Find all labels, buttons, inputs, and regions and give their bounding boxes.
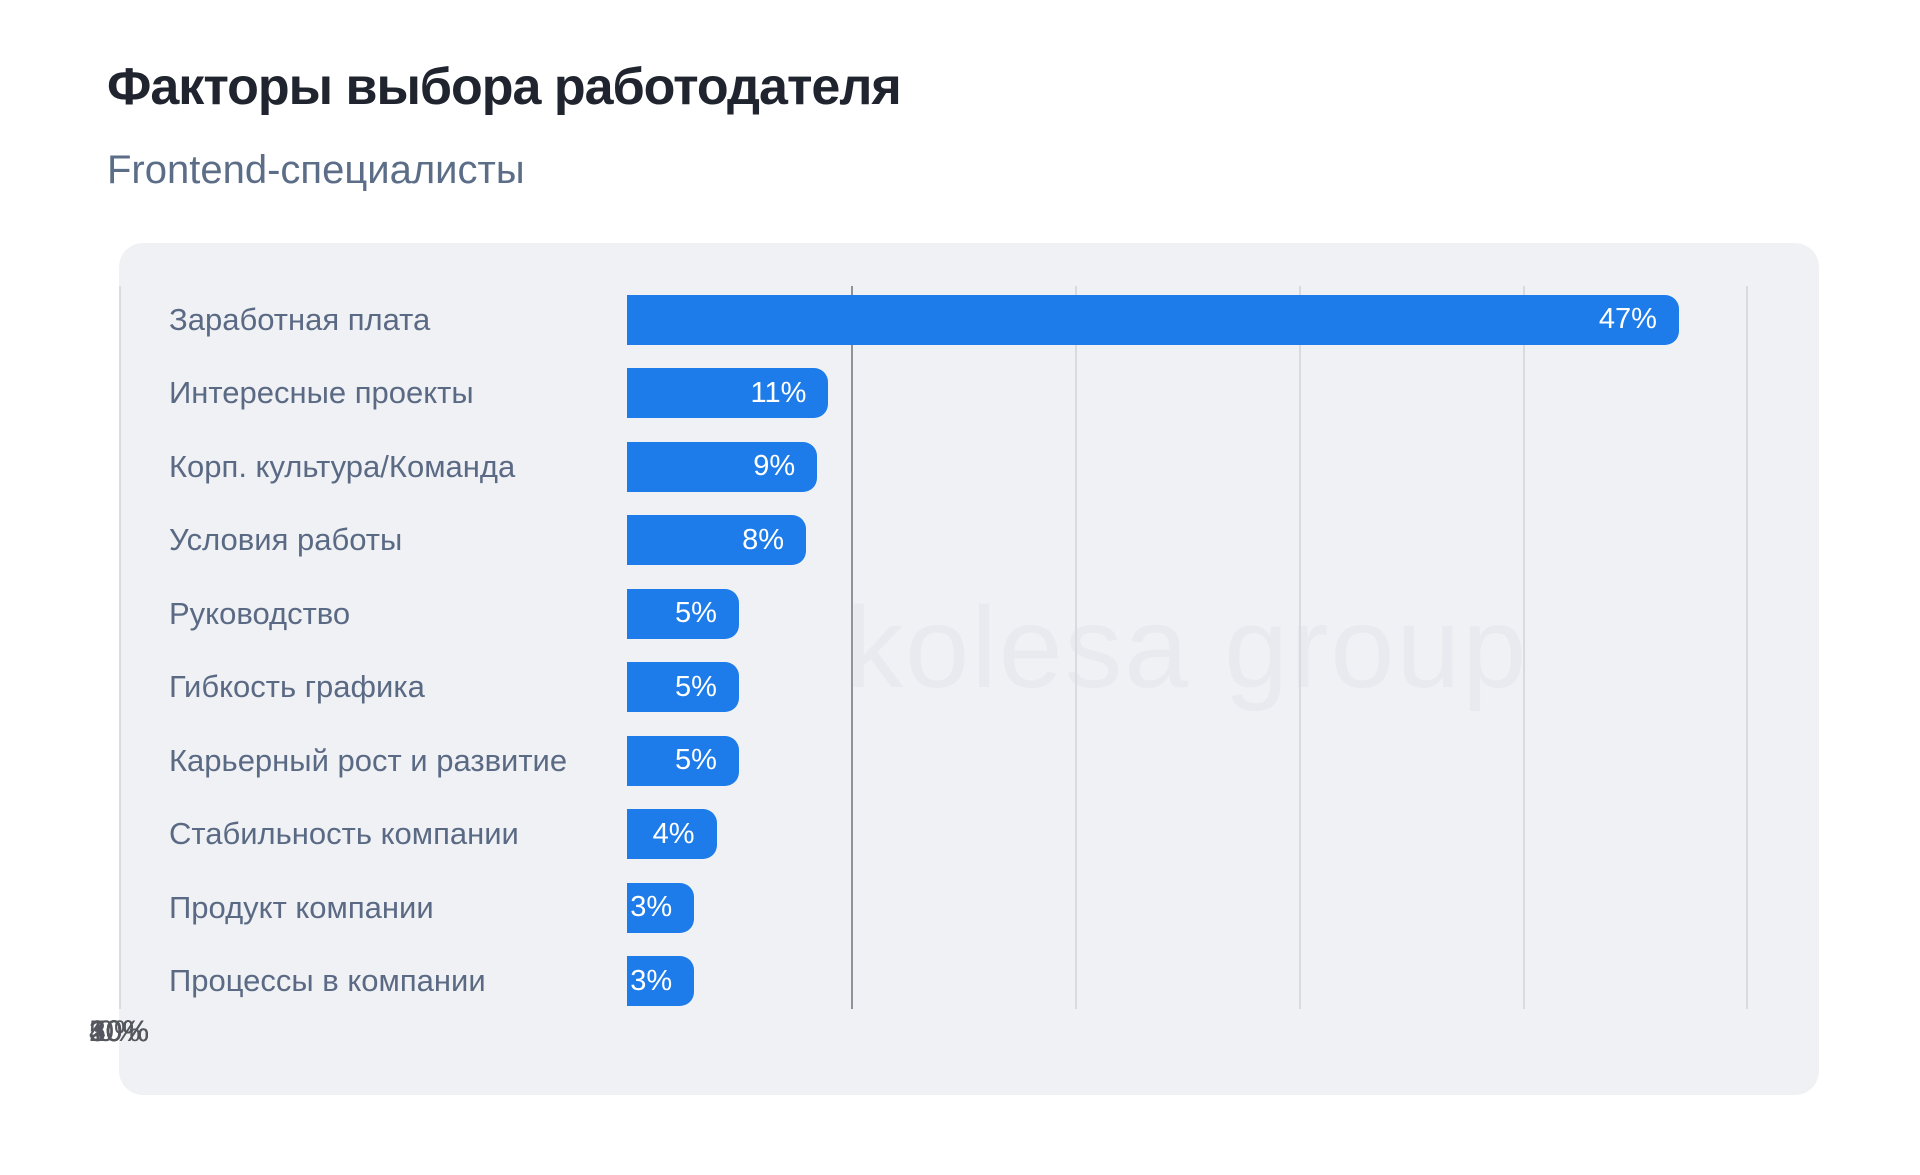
gridline-40pct [1746, 286, 1748, 1009]
gridline-20pct [1299, 286, 1301, 1009]
x-tick-label: 30% [88, 1015, 150, 1048]
chart-panel: kolesa group Заработная плата 47% Интере… [89, 243, 1819, 1095]
gridline-10pct [1075, 286, 1077, 1009]
bar-value-label: 5% [674, 670, 717, 703]
bar-value-label: 4% [652, 817, 695, 850]
bar-track: 5% [627, 724, 1746, 798]
bar-track: 3% [627, 945, 1746, 1019]
bar-value-label: 5% [674, 597, 717, 630]
axis-line-0pct [851, 286, 853, 1009]
bar: 4% [627, 809, 717, 860]
bar: 5% [627, 735, 739, 786]
x-tick-label: 10% [88, 1015, 150, 1048]
bar-value-label: 3% [630, 891, 673, 924]
gridline-30pct [1523, 286, 1525, 1009]
bar-value-label: 9% [753, 450, 796, 483]
bar-row: Условия работы 8% [119, 504, 1819, 578]
category-label: Руководство [169, 595, 351, 631]
bar: 3% [627, 882, 695, 933]
bar: 11% [627, 368, 829, 419]
bar-row: Руководство 5% [119, 577, 1819, 651]
bar-row: Карьерный рост и развитие 5% [119, 724, 1819, 798]
bar-track: 9% [627, 430, 1746, 504]
bar: 9% [627, 441, 818, 492]
category-label: Продукт компании [169, 889, 434, 925]
bar-value-label: 47% [1598, 303, 1657, 336]
bar-row: Стабильность компании 4% [119, 798, 1819, 872]
bar: 3% [627, 956, 695, 1007]
bar: 47% [627, 294, 1679, 345]
bar-row: Гибкость графика 5% [119, 651, 1819, 725]
bar: 8% [627, 515, 807, 566]
category-label: Заработная плата [169, 301, 431, 337]
category-label: Интересные проекты [169, 375, 474, 411]
category-label: Процессы в компании [169, 963, 486, 999]
watermark: kolesa group [845, 583, 1529, 712]
bar-rows: Заработная плата 47% Интересные проекты … [119, 283, 1819, 1018]
category-label: Карьерный рост и развитие [169, 742, 568, 778]
x-tick-label: 20% [88, 1015, 150, 1048]
bar-track: 11% [627, 357, 1746, 431]
chart-title: Факторы выбора работодателя [107, 58, 902, 116]
category-label: Гибкость графика [169, 669, 425, 705]
chart-subtitle: Frontend-специалисты [107, 148, 525, 192]
x-tick-label: 0% [97, 1015, 141, 1048]
bar-row: Корп. культура/Команда 9% [119, 430, 1819, 504]
category-label: Условия работы [169, 522, 403, 558]
bar-row: Интересные проекты 11% [119, 357, 1819, 431]
category-label: Корп. культура/Команда [169, 448, 516, 484]
gridline-50pct [119, 286, 121, 1009]
bar-value-label: 8% [742, 523, 785, 556]
category-label: Стабильность компании [169, 816, 519, 852]
bar-track: 4% [627, 798, 1746, 872]
x-tick-label: 40% [88, 1015, 150, 1048]
bar-track: 5% [627, 651, 1746, 725]
x-tick-label: 50% [88, 1015, 150, 1048]
bar-track: 5% [627, 577, 1746, 651]
bar-track: 8% [627, 504, 1746, 578]
bar-row: Заработная плата 47% [119, 283, 1819, 357]
bar-row: Процессы в компании 3% [119, 945, 1819, 1019]
bar-track: 3% [627, 871, 1746, 945]
bar-row: Продукт компании 3% [119, 871, 1819, 945]
bar-value-label: 3% [630, 964, 673, 997]
bar: 5% [627, 662, 739, 713]
bar-value-label: 11% [750, 376, 807, 409]
bar: 5% [627, 588, 739, 639]
bar-track: 47% [627, 283, 1746, 357]
bar-value-label: 5% [674, 744, 717, 777]
